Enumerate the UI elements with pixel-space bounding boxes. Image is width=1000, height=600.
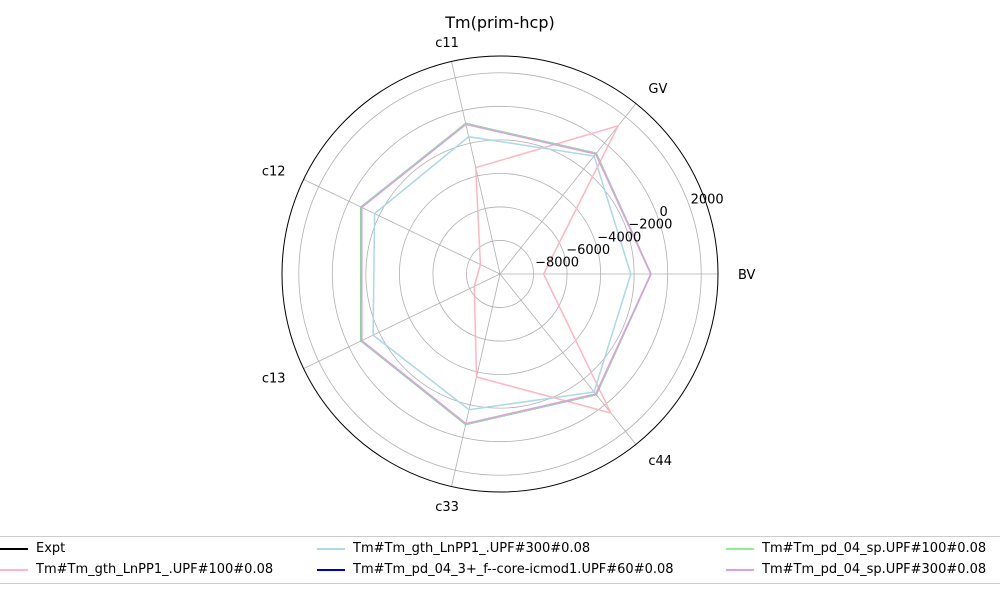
category-label: c33 [435, 500, 459, 515]
legend-label: Tm#Tm_pd_04_sp.UPF#300#0.08 [762, 562, 987, 577]
category-label: c13 [262, 371, 286, 386]
legend-swatch [317, 568, 345, 571]
spoke-line [451, 273, 501, 487]
legend-swatch [726, 568, 754, 571]
spoke-line [499, 103, 637, 275]
outer-frame [281, 55, 719, 493]
radial-tick-label: −2000 [628, 218, 672, 233]
legend-swatch [0, 547, 28, 550]
radial-tick-label: −8000 [535, 255, 579, 270]
legend-label: Tm#Tm_pd_04_sp.UPF#100#0.08 [762, 541, 987, 556]
series-line [372, 135, 632, 411]
legend-item: Tm#Tm_gth_LnPP1_.UPF#100#0.08 [0, 561, 273, 579]
legend-item: Tm#Tm_pd_04_3+_f--core-icmod1.UPF#60#0.0… [317, 561, 674, 579]
spoke-line [499, 273, 637, 445]
legend-swatch [0, 568, 28, 571]
category-label: BV [738, 268, 756, 283]
category-label: c12 [262, 165, 286, 180]
category-label: GV [648, 82, 667, 97]
radial-tick-label: −6000 [566, 243, 610, 258]
legend-swatch [317, 547, 345, 550]
category-label: c44 [648, 454, 672, 469]
series-layer [360, 122, 652, 426]
legend-item: Tm#Tm_gth_LnPP1_.UPF#300#0.08 [317, 540, 590, 558]
legend-item: Tm#Tm_pd_04_sp.UPF#100#0.08 [726, 540, 986, 558]
radial-tick-label: −4000 [597, 230, 641, 245]
radar-grid [281, 55, 719, 493]
legend-label: Tm#Tm_pd_04_3+_f--core-icmod1.UPF#60#0.0… [353, 562, 674, 577]
series-line [361, 123, 652, 425]
category-label: c11 [435, 36, 459, 51]
radial-tick-label: 0 [659, 205, 667, 220]
spoke-line [303, 273, 501, 369]
series-line [473, 124, 620, 415]
legend-item: Tm#Tm_pd_04_sp.UPF#300#0.08 [726, 561, 986, 579]
radial-tick-label: 2000 [691, 193, 724, 208]
chart-title: Tm(prim-hcp) [444, 13, 554, 32]
legend-swatch [726, 547, 754, 550]
legend-item: Expt [0, 540, 65, 558]
legend-label: Tm#Tm_gth_LnPP1_.UPF#300#0.08 [353, 541, 591, 556]
spoke-line [303, 179, 501, 275]
legend: Expt Tm#Tm_gth_LnPP1_.UPF#100#0.08 Tm#Tm… [0, 536, 1000, 584]
legend-label: Tm#Tm_gth_LnPP1_.UPF#100#0.08 [36, 562, 274, 577]
legend-label: Expt [36, 541, 66, 556]
